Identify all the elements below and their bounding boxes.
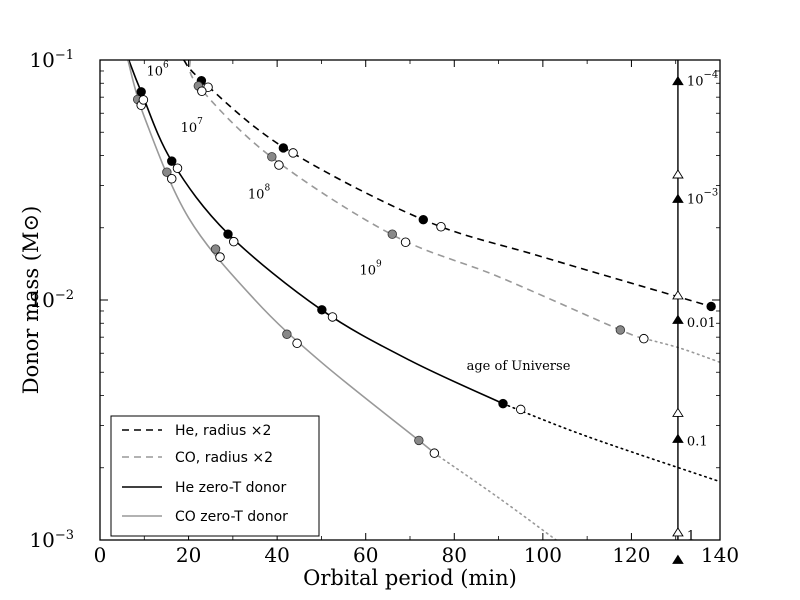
age-axis-label-3: 0.1 [687,434,708,449]
legend-label-co-zero-t: CO zero-T donor [175,509,288,525]
y-tick-label-0-base: 10 [29,48,54,72]
series-extension-co_zero_t [433,452,557,540]
y-tick-label-2-exp: −3 [55,528,74,543]
legend-label-co-radius2: CO, radius ×2 [175,450,273,466]
marker-open-he_zero_t-6 [327,312,338,322]
marker-open-he_zero_t-2 [166,174,177,184]
age-triangle-open-1 [672,290,684,300]
marker-filled-he_zero_t-2 [223,229,233,239]
age-label-0: 106 [147,61,170,80]
legend-label-he-zero-t: He zero-T donor [175,480,286,496]
marker-open-he_zero_t-3 [172,163,183,173]
legend-label-he-radius2: He, radius ×2 [175,423,271,439]
x-tick-label-2: 40 [264,543,289,567]
marker-filled-he_radius2-3 [706,301,716,312]
x-axis-title: Orbital period (min) [303,566,517,590]
marker-open-co_zero_t-0 [292,338,302,349]
age-label-1: 107 [181,117,204,136]
marker-open-co_radius2-0 [197,86,207,96]
age-triangle-open-0 [672,169,684,179]
marker-open-he_radius2-1 [288,148,298,158]
age-axis-label-1-exp: −3 [703,187,718,198]
age-label-2: 108 [248,183,271,202]
age-triangle-filled-3 [672,433,684,443]
marker-gray-co_radius2-2 [387,229,397,239]
age-axis-label-0-exp: −4 [703,70,718,81]
markers-group [132,75,716,458]
y-tick-label-2: 10−3 [29,528,74,552]
age-triangle-filled-1 [672,193,684,203]
age-axis-label-1: 10−3 [687,187,718,207]
age-label-0-exp: 6 [163,61,169,71]
marker-open-co_zero_t-1 [429,448,440,458]
age-axis-label-0: 10−4 [687,70,718,90]
marker-open-he_zero_t-7 [515,404,526,415]
annotation-age-of-universe: age of Universe [467,359,571,374]
y-axis-title-text: Donor mass (M⊙) [19,206,43,395]
age-label-1-exp: 7 [197,117,203,127]
marker-filled-he_radius2-2 [418,215,428,225]
x-tick-label-4: 80 [442,543,467,567]
series-line-he_zero_t [128,60,504,405]
series-line-he_radius2 [183,60,712,308]
age-label-3: 109 [360,259,383,278]
marker-filled-he_zero_t-4 [498,398,508,409]
x-tick-label-5: 100 [524,543,562,567]
age-triangle-open-3 [672,527,684,537]
age-label-3-base: 10 [360,263,377,278]
age-label-1-base: 10 [181,121,198,136]
marker-filled-he_zero_t-3 [317,305,327,315]
x-tick-label-6: 120 [612,543,650,567]
y-tick-label-1: 10−2 [29,288,74,312]
age-axis-label-1-base: 10 [687,192,704,207]
x-tick-label-3: 60 [353,543,378,567]
marker-filled-he_zero_t-0 [136,87,146,97]
y-tick-label-0-exp: −1 [55,48,74,63]
marker-gray-co_radius2-3 [615,325,626,335]
age-triangle-filled-2 [672,314,684,324]
age-axis-label-0-base: 10 [687,75,704,90]
y-axis-ticks: 10−110−210−3 [29,48,720,552]
y-tick-label-1-base: 10 [29,288,54,312]
age-axis-label-4: 1 [687,529,695,544]
y-tick-label-1-exp: −2 [55,288,74,303]
x-tick-label-7: 140 [701,543,739,567]
marker-open-he_zero_t-5 [228,236,239,247]
age-triangle-open-2 [672,407,684,417]
series-line-co_zero_t [127,60,435,454]
x-tick-label-0: 0 [94,543,107,567]
marker-open-co_radius2-1 [274,160,284,170]
marker-gray-co_zero_t-1 [414,435,424,446]
marker-open-he_zero_t-4 [215,252,225,262]
marker-filled-he_zero_t-1 [167,156,177,166]
marker-filled-he_radius2-1 [278,143,289,153]
series-extension-co_radius2 [643,337,720,364]
age-triangle-filled-4 [672,554,684,564]
marker-open-co_radius2-2 [400,237,411,248]
marker-gray-he_zero_t-2 [210,244,221,254]
age-axis: 10−410−30.010.11 [672,60,718,564]
age-label-3-exp: 9 [376,259,382,269]
age-label-0-base: 10 [147,65,164,80]
marker-gray-he_zero_t-1 [162,167,172,177]
x-axis-ticks: 0 20 40 60 80 100 120 140 [94,60,739,567]
age-triangle-filled-0 [672,75,684,86]
age-axis-label-2: 0.01 [687,316,716,331]
marker-open-he_zero_t-1 [138,95,149,105]
y-tick-label-0: 10−1 [29,48,74,72]
marker-gray-co_radius2-1 [267,152,277,162]
marker-gray-co_zero_t-0 [282,329,292,339]
legend: He, radius ×2 CO, radius ×2 He zero-T do… [110,415,320,537]
x-tick-label-1: 20 [176,543,201,567]
y-axis-title: Donor mass (M⊙) [19,206,43,395]
marker-open-co_radius2-3 [639,333,649,344]
age-label-2-exp: 8 [264,183,270,193]
marker-open-he_radius2-2 [436,221,446,232]
age-label-2-base: 10 [248,187,265,202]
y-tick-label-2-base: 10 [29,528,54,552]
